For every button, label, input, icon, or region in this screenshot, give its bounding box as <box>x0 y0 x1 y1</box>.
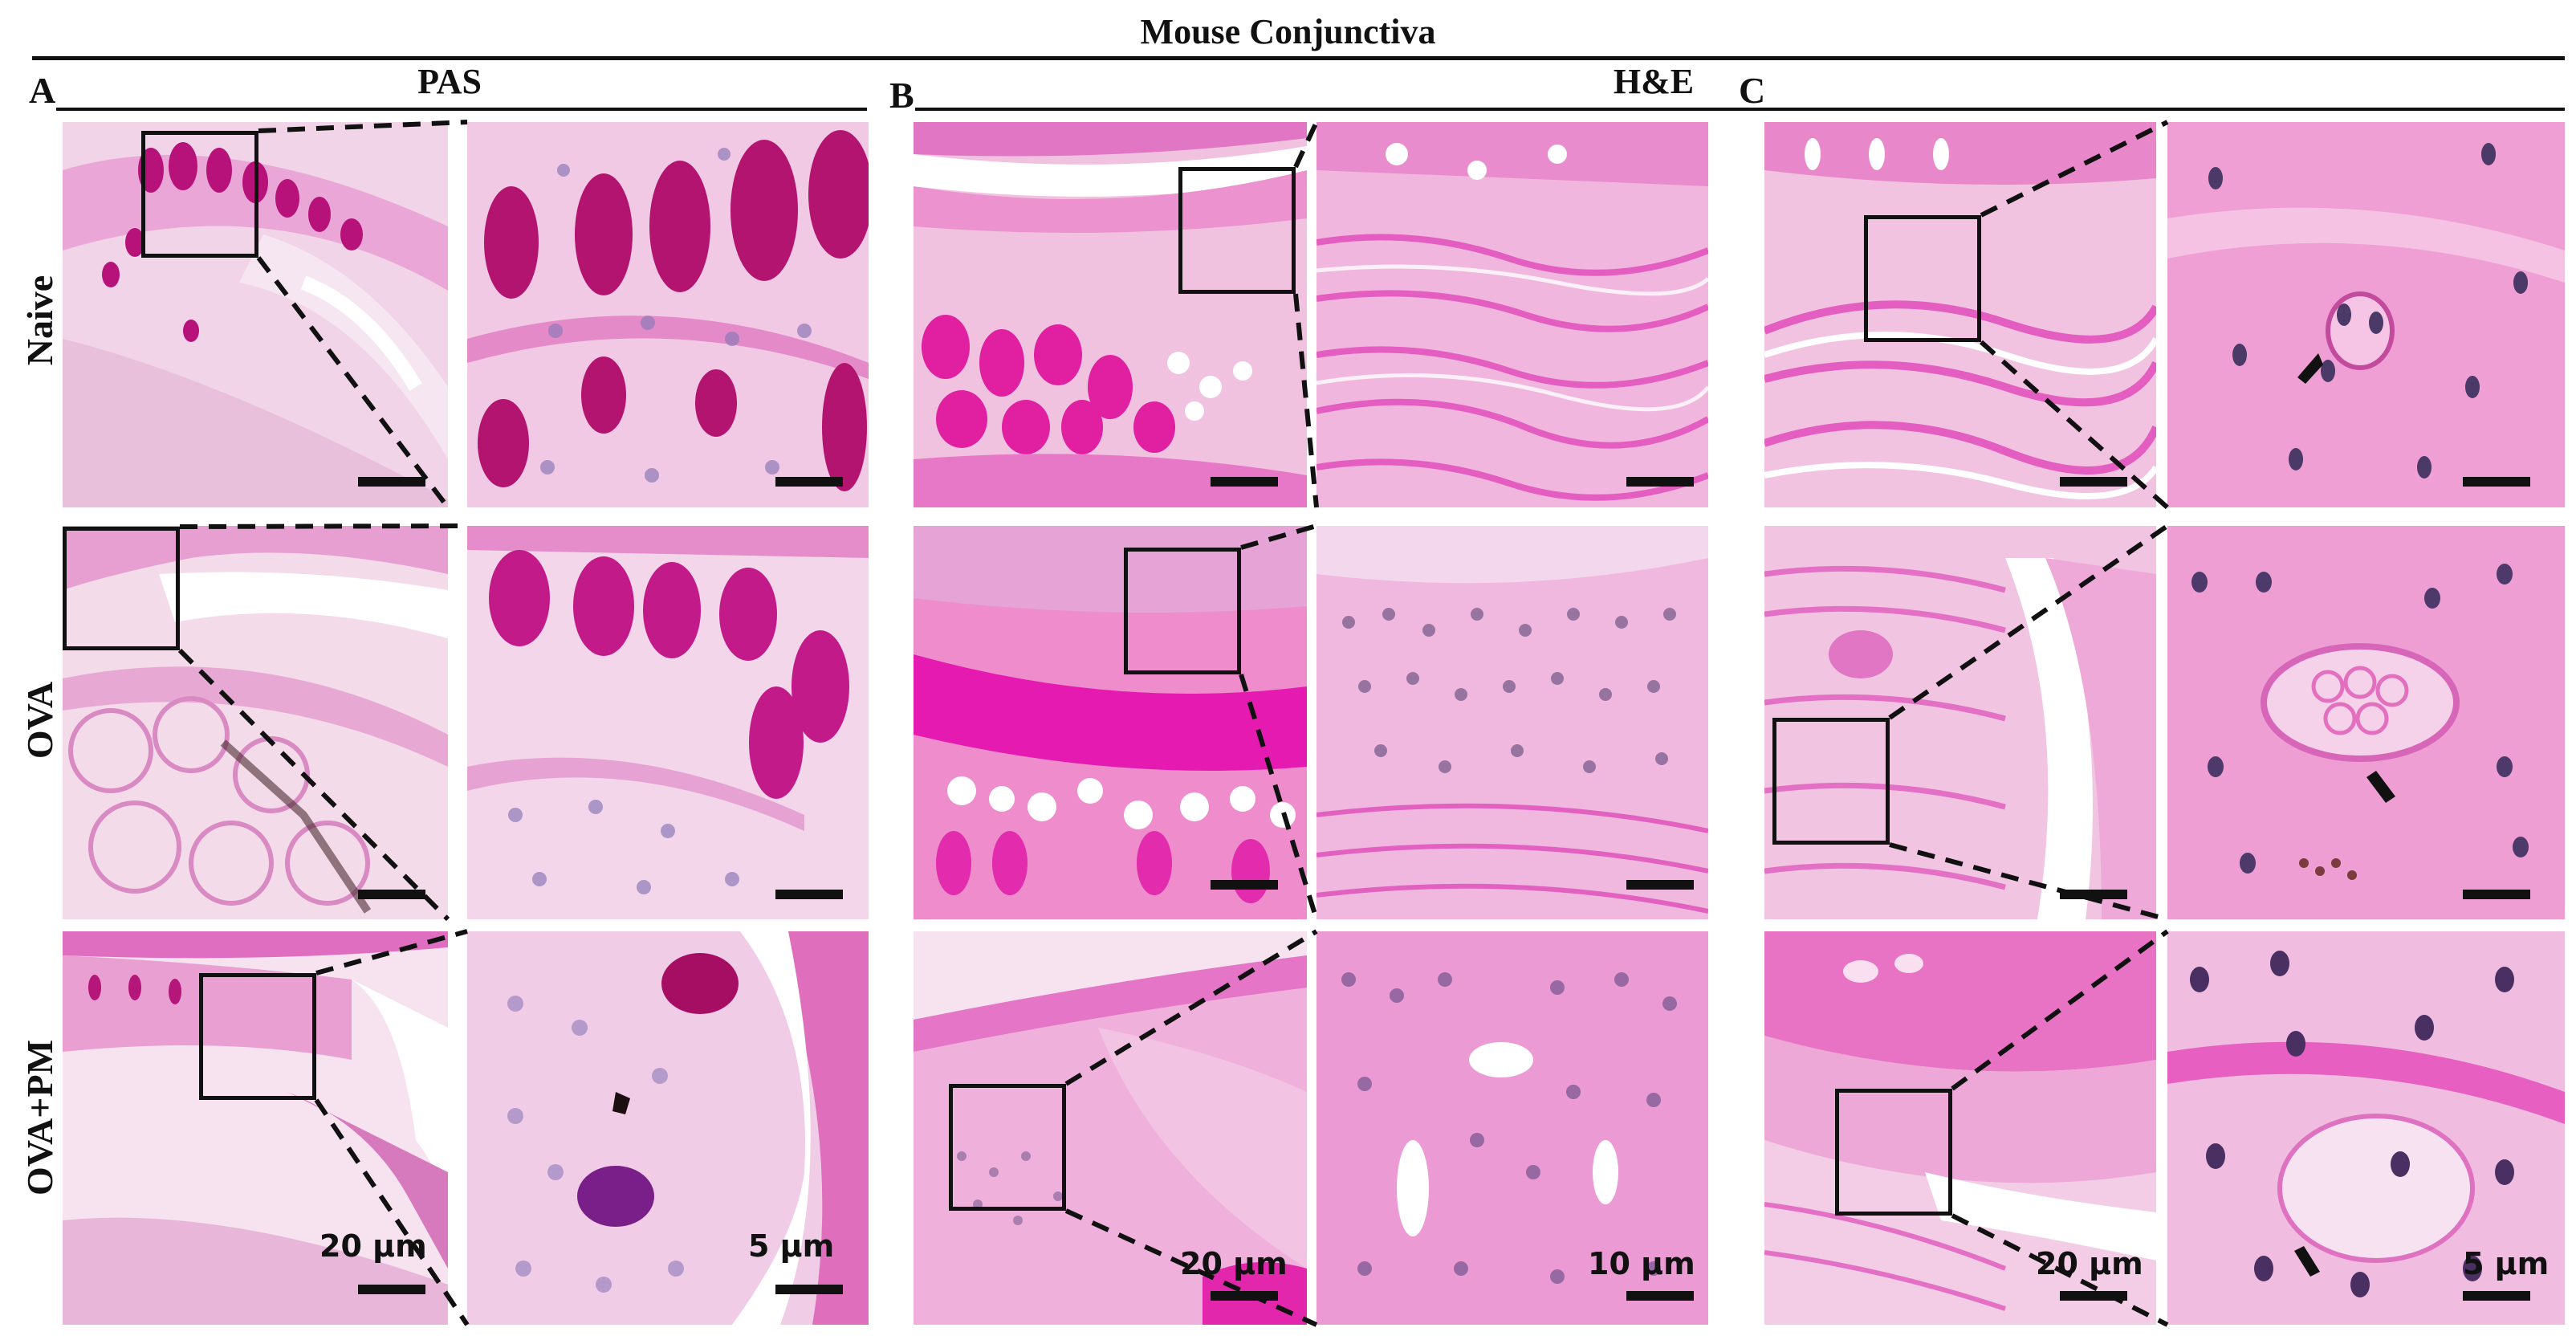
micrograph-b-naive-high <box>1316 122 1708 507</box>
scale-bar <box>1211 880 1278 890</box>
scale-bar <box>775 1285 843 1294</box>
scale-bar <box>2060 890 2127 899</box>
scale-bar <box>775 477 843 487</box>
zoom-box-a-ova <box>63 527 180 650</box>
micrograph-a-ovapm-high <box>467 931 869 1325</box>
scale-bar <box>2463 890 2530 899</box>
micrograph-c-ova-high <box>2167 526 2565 919</box>
micrograph-c-naive-high <box>2167 122 2565 507</box>
scale-bar <box>1211 1291 1278 1301</box>
scale-bar <box>1626 880 1694 890</box>
row-label-ova: OVA <box>19 681 60 760</box>
scale-label-b-high: 10 µm <box>1588 1246 1695 1281</box>
scale-bar <box>2463 1291 2530 1301</box>
micrograph-b-ovapm-high <box>1316 931 1708 1325</box>
zoom-box-b-ovapm <box>949 1084 1066 1211</box>
zoom-box-c-ova <box>1772 718 1890 845</box>
zoom-box-c-naive <box>1864 215 1981 342</box>
scale-label-a-low: 20 µm <box>319 1228 427 1264</box>
micrograph-b-naive-low <box>914 122 1307 507</box>
scale-bar <box>1211 477 1278 487</box>
micrograph-a-naive-high <box>467 122 869 507</box>
micrograph-b-ova-low <box>914 526 1307 919</box>
section-title-he: H&E <box>1613 62 1695 101</box>
panel-letter-b: B <box>889 75 914 116</box>
zoom-box-b-naive <box>1178 167 1296 294</box>
zoom-box-c-ovapm <box>1835 1089 1952 1216</box>
scale-bar <box>358 477 425 487</box>
micrograph-b-ova-high <box>1316 526 1708 919</box>
panel-letter-a: A <box>29 70 56 111</box>
scale-label-a-high: 5 µm <box>748 1228 835 1264</box>
scale-bar <box>2463 477 2530 487</box>
scale-bar <box>358 890 425 899</box>
zoom-box-a-ovapm <box>199 973 316 1100</box>
scale-bar <box>1626 1291 1694 1301</box>
micrograph-a-ova-high <box>467 526 869 919</box>
zoom-box-b-ova <box>1124 548 1241 674</box>
section-title-pas: PAS <box>417 62 482 101</box>
micrograph-c-ovapm-high <box>2167 931 2565 1325</box>
panel-letter-c: C <box>1739 70 1766 111</box>
row-label-ova-pm: OVA+PM <box>19 1039 60 1196</box>
scale-bar <box>1626 477 1694 487</box>
scale-label-c-low: 20 µm <box>2036 1246 2143 1281</box>
section-rule-a <box>56 108 867 111</box>
row-label-naive: Naive <box>19 275 60 366</box>
zoom-box-a-naive <box>141 131 258 258</box>
scale-bar <box>358 1285 425 1294</box>
scale-label-c-high: 5 µm <box>2463 1246 2550 1281</box>
scale-bar <box>2060 477 2127 487</box>
title-rule <box>32 56 2565 60</box>
figure-title: Mouse Conjunctiva <box>1140 12 1436 51</box>
scale-bar <box>2060 1291 2127 1301</box>
scale-bar <box>775 890 843 899</box>
scale-label-b-low: 20 µm <box>1180 1246 1288 1281</box>
section-rule-b <box>915 108 2565 111</box>
